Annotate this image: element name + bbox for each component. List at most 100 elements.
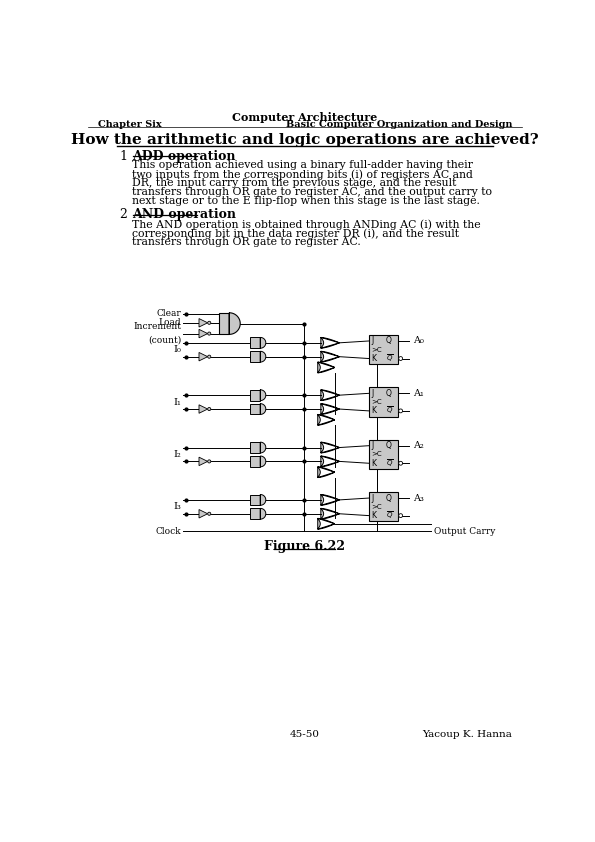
Text: Figure 6.22: Figure 6.22 (264, 540, 345, 553)
Polygon shape (218, 312, 230, 334)
Circle shape (399, 357, 403, 360)
Polygon shape (318, 362, 335, 373)
Text: The AND operation is obtained through ANDing AC (i) with the: The AND operation is obtained through AN… (133, 219, 481, 230)
Text: transfers through OR gate to register AC.: transfers through OR gate to register AC… (133, 237, 361, 247)
Polygon shape (230, 312, 240, 334)
Polygon shape (250, 338, 261, 349)
Text: 45-50: 45-50 (290, 730, 320, 738)
Text: >C: >C (371, 399, 382, 405)
Text: K: K (371, 407, 376, 415)
Polygon shape (321, 442, 339, 453)
Polygon shape (250, 442, 261, 453)
Text: >C: >C (371, 451, 382, 457)
Text: >C: >C (371, 504, 382, 509)
Text: Clear: Clear (156, 309, 181, 318)
Text: two inputs from the corresponding bits (i) of registers AC and: two inputs from the corresponding bits (… (133, 169, 474, 179)
Text: J: J (371, 337, 374, 345)
Polygon shape (261, 509, 266, 520)
Text: AND operation: AND operation (133, 209, 236, 221)
Text: (count): (count) (148, 336, 181, 345)
Polygon shape (318, 519, 335, 529)
Polygon shape (261, 456, 266, 466)
Text: 2: 2 (120, 209, 127, 221)
Circle shape (208, 355, 211, 358)
Text: 1: 1 (120, 150, 127, 163)
Text: Q: Q (386, 441, 392, 450)
Text: Basic Computer Organization and Design: Basic Computer Organization and Design (286, 120, 512, 129)
Text: A₃: A₃ (413, 493, 424, 503)
Circle shape (208, 460, 211, 463)
Text: This operation achieved using a binary full-adder having their: This operation achieved using a binary f… (133, 160, 474, 170)
Polygon shape (250, 403, 261, 414)
Text: corresponding bit in the data register DR (i), and the result: corresponding bit in the data register D… (133, 228, 459, 238)
Text: >C: >C (371, 347, 382, 353)
Text: Clock: Clock (156, 527, 181, 536)
Text: A₁: A₁ (413, 389, 424, 397)
Text: Q: Q (386, 337, 392, 345)
Text: I₁: I₁ (174, 397, 181, 407)
Polygon shape (199, 405, 208, 413)
Polygon shape (199, 329, 208, 338)
Text: $\overline{Q}$: $\overline{Q}$ (386, 458, 393, 469)
Polygon shape (261, 390, 266, 401)
Polygon shape (318, 466, 335, 477)
Polygon shape (321, 338, 339, 349)
Polygon shape (321, 403, 339, 414)
Polygon shape (321, 390, 339, 401)
Circle shape (399, 461, 403, 465)
Text: Q: Q (386, 389, 392, 397)
Polygon shape (199, 318, 208, 327)
Polygon shape (321, 456, 339, 466)
Text: $\overline{Q}$: $\overline{Q}$ (386, 405, 393, 417)
Polygon shape (261, 351, 266, 362)
Text: Yacoup K. Hanna: Yacoup K. Hanna (422, 730, 512, 738)
Polygon shape (199, 509, 208, 518)
Text: K: K (371, 511, 376, 520)
Polygon shape (261, 442, 266, 453)
Bar (369, 440, 398, 469)
Bar (369, 387, 398, 417)
Polygon shape (250, 494, 261, 505)
Text: $\overline{Q}$: $\overline{Q}$ (386, 510, 393, 521)
Text: K: K (371, 354, 376, 363)
Text: Computer Architecture: Computer Architecture (232, 112, 377, 123)
Text: How the arithmetic and logic operations are achieved?: How the arithmetic and logic operations … (71, 133, 538, 147)
Polygon shape (250, 351, 261, 362)
Polygon shape (261, 403, 266, 414)
Text: Q: Q (386, 493, 392, 503)
Text: Load: Load (159, 318, 181, 328)
Text: Increment: Increment (133, 322, 181, 331)
Text: A₀: A₀ (413, 337, 424, 345)
Polygon shape (321, 351, 339, 362)
Bar (369, 493, 398, 521)
Bar (369, 335, 398, 365)
Text: $\overline{Q}$: $\overline{Q}$ (386, 353, 393, 364)
Polygon shape (250, 456, 261, 466)
Circle shape (208, 322, 211, 324)
Text: J: J (371, 389, 374, 397)
Text: Chapter Six: Chapter Six (98, 120, 161, 129)
Polygon shape (250, 390, 261, 401)
Polygon shape (250, 509, 261, 520)
Text: A₂: A₂ (413, 441, 424, 450)
Text: DR, the input carry from the previous stage, and the result: DR, the input carry from the previous st… (133, 178, 457, 188)
Circle shape (208, 512, 211, 515)
Text: J: J (371, 493, 374, 503)
Text: transfers through OR gate to register AC, and the output carry to: transfers through OR gate to register AC… (133, 187, 493, 197)
Circle shape (399, 409, 403, 413)
Text: K: K (371, 459, 376, 468)
Polygon shape (261, 494, 266, 505)
Text: ADD operation: ADD operation (133, 150, 236, 163)
Text: J: J (371, 441, 374, 450)
Circle shape (399, 514, 403, 518)
Polygon shape (261, 338, 266, 349)
Text: I₀: I₀ (174, 345, 181, 354)
Polygon shape (321, 494, 339, 505)
Circle shape (208, 332, 211, 335)
Text: I₃: I₃ (174, 503, 181, 511)
Polygon shape (321, 509, 339, 520)
Text: Output Carry: Output Carry (434, 527, 496, 536)
Circle shape (208, 408, 211, 411)
Text: next stage or to the E flip-flop when this stage is the last stage.: next stage or to the E flip-flop when th… (133, 195, 480, 205)
Polygon shape (199, 457, 208, 466)
